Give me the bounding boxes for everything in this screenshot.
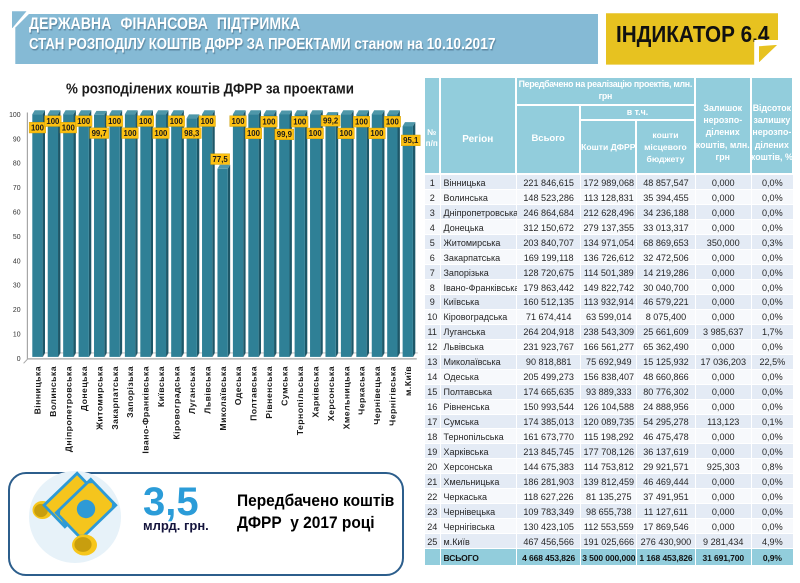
svg-text:Рівненська: Рівненська xyxy=(264,366,274,419)
svg-text:Сумська: Сумська xyxy=(280,366,290,406)
svg-text:99,2: 99,2 xyxy=(323,117,339,126)
svg-text:100: 100 xyxy=(262,117,276,126)
svg-text:99,9: 99,9 xyxy=(277,130,293,139)
svg-text:Запорізька: Запорізька xyxy=(125,366,135,418)
svg-text:Волинська: Волинська xyxy=(48,366,58,417)
svg-text:Тернопільська: Тернопільська xyxy=(295,366,305,435)
svg-text:70: 70 xyxy=(13,185,21,192)
svg-text:100: 100 xyxy=(124,129,138,138)
svg-text:Івано-Франківська: Івано-Франківська xyxy=(141,366,151,454)
svg-text:Закарпатська: Закарпатська xyxy=(110,366,120,430)
svg-text:100: 100 xyxy=(340,129,354,138)
svg-text:Житомирська: Житомирська xyxy=(94,366,104,431)
svg-text:100: 100 xyxy=(309,129,323,138)
svg-text:100: 100 xyxy=(46,117,60,126)
svg-text:30: 30 xyxy=(13,283,21,290)
svg-text:100: 100 xyxy=(370,129,384,138)
svg-text:77,5: 77,5 xyxy=(213,155,229,164)
svg-text:Херсонська: Херсонська xyxy=(326,366,336,421)
svg-text:Одеська: Одеська xyxy=(233,366,243,405)
svg-text:100: 100 xyxy=(355,117,369,126)
svg-text:100: 100 xyxy=(154,129,168,138)
svg-text:100: 100 xyxy=(293,117,307,126)
svg-text:10: 10 xyxy=(13,332,21,339)
svg-text:99,7: 99,7 xyxy=(92,129,107,138)
svg-text:Полтавська: Полтавська xyxy=(249,366,259,421)
svg-text:Черкаська: Черкаська xyxy=(357,366,367,415)
svg-text:100: 100 xyxy=(247,129,261,138)
svg-text:Чернівецька: Чернівецька xyxy=(372,366,382,425)
svg-text:90: 90 xyxy=(13,136,21,143)
svg-text:Київська: Київська xyxy=(156,366,166,407)
svg-text:100: 100 xyxy=(9,112,21,119)
svg-text:Львівська: Львівська xyxy=(202,366,212,414)
svg-text:100: 100 xyxy=(201,117,215,126)
svg-text:Чернігівська: Чернігівська xyxy=(388,366,398,426)
svg-text:80: 80 xyxy=(13,161,21,168)
svg-text:100: 100 xyxy=(31,123,45,132)
svg-text:100: 100 xyxy=(139,117,153,126)
svg-text:100: 100 xyxy=(386,117,400,126)
svg-text:100: 100 xyxy=(77,117,91,126)
svg-text:Вінницька: Вінницька xyxy=(33,366,43,414)
svg-text:Хмельницька: Хмельницька xyxy=(341,366,351,429)
svg-text:Харківська: Харківська xyxy=(310,366,320,418)
svg-text:98,3: 98,3 xyxy=(184,129,200,138)
svg-text:40: 40 xyxy=(13,258,21,265)
svg-text:100: 100 xyxy=(108,117,122,126)
svg-text:м.Київ: м.Київ xyxy=(403,366,413,396)
svg-text:100: 100 xyxy=(62,123,76,132)
svg-text:50: 50 xyxy=(13,234,21,241)
svg-text:Дніпропетровська: Дніпропетровська xyxy=(64,366,74,452)
svg-text:Донецька: Донецька xyxy=(79,366,89,411)
svg-text:0: 0 xyxy=(17,356,21,363)
svg-text:95,1: 95,1 xyxy=(403,136,419,145)
svg-text:100: 100 xyxy=(170,117,184,126)
svg-text:20: 20 xyxy=(13,307,21,314)
svg-text:Луганська: Луганська xyxy=(187,366,197,414)
svg-text:Миколаївська: Миколаївська xyxy=(218,366,228,431)
svg-text:% розподілених коштів ДФРР за: % розподілених коштів ДФРР за проектами xyxy=(66,81,354,98)
svg-text:100: 100 xyxy=(232,117,246,126)
svg-text:Кіровоградська: Кіровоградська xyxy=(172,366,182,440)
svg-text:60: 60 xyxy=(13,210,21,217)
